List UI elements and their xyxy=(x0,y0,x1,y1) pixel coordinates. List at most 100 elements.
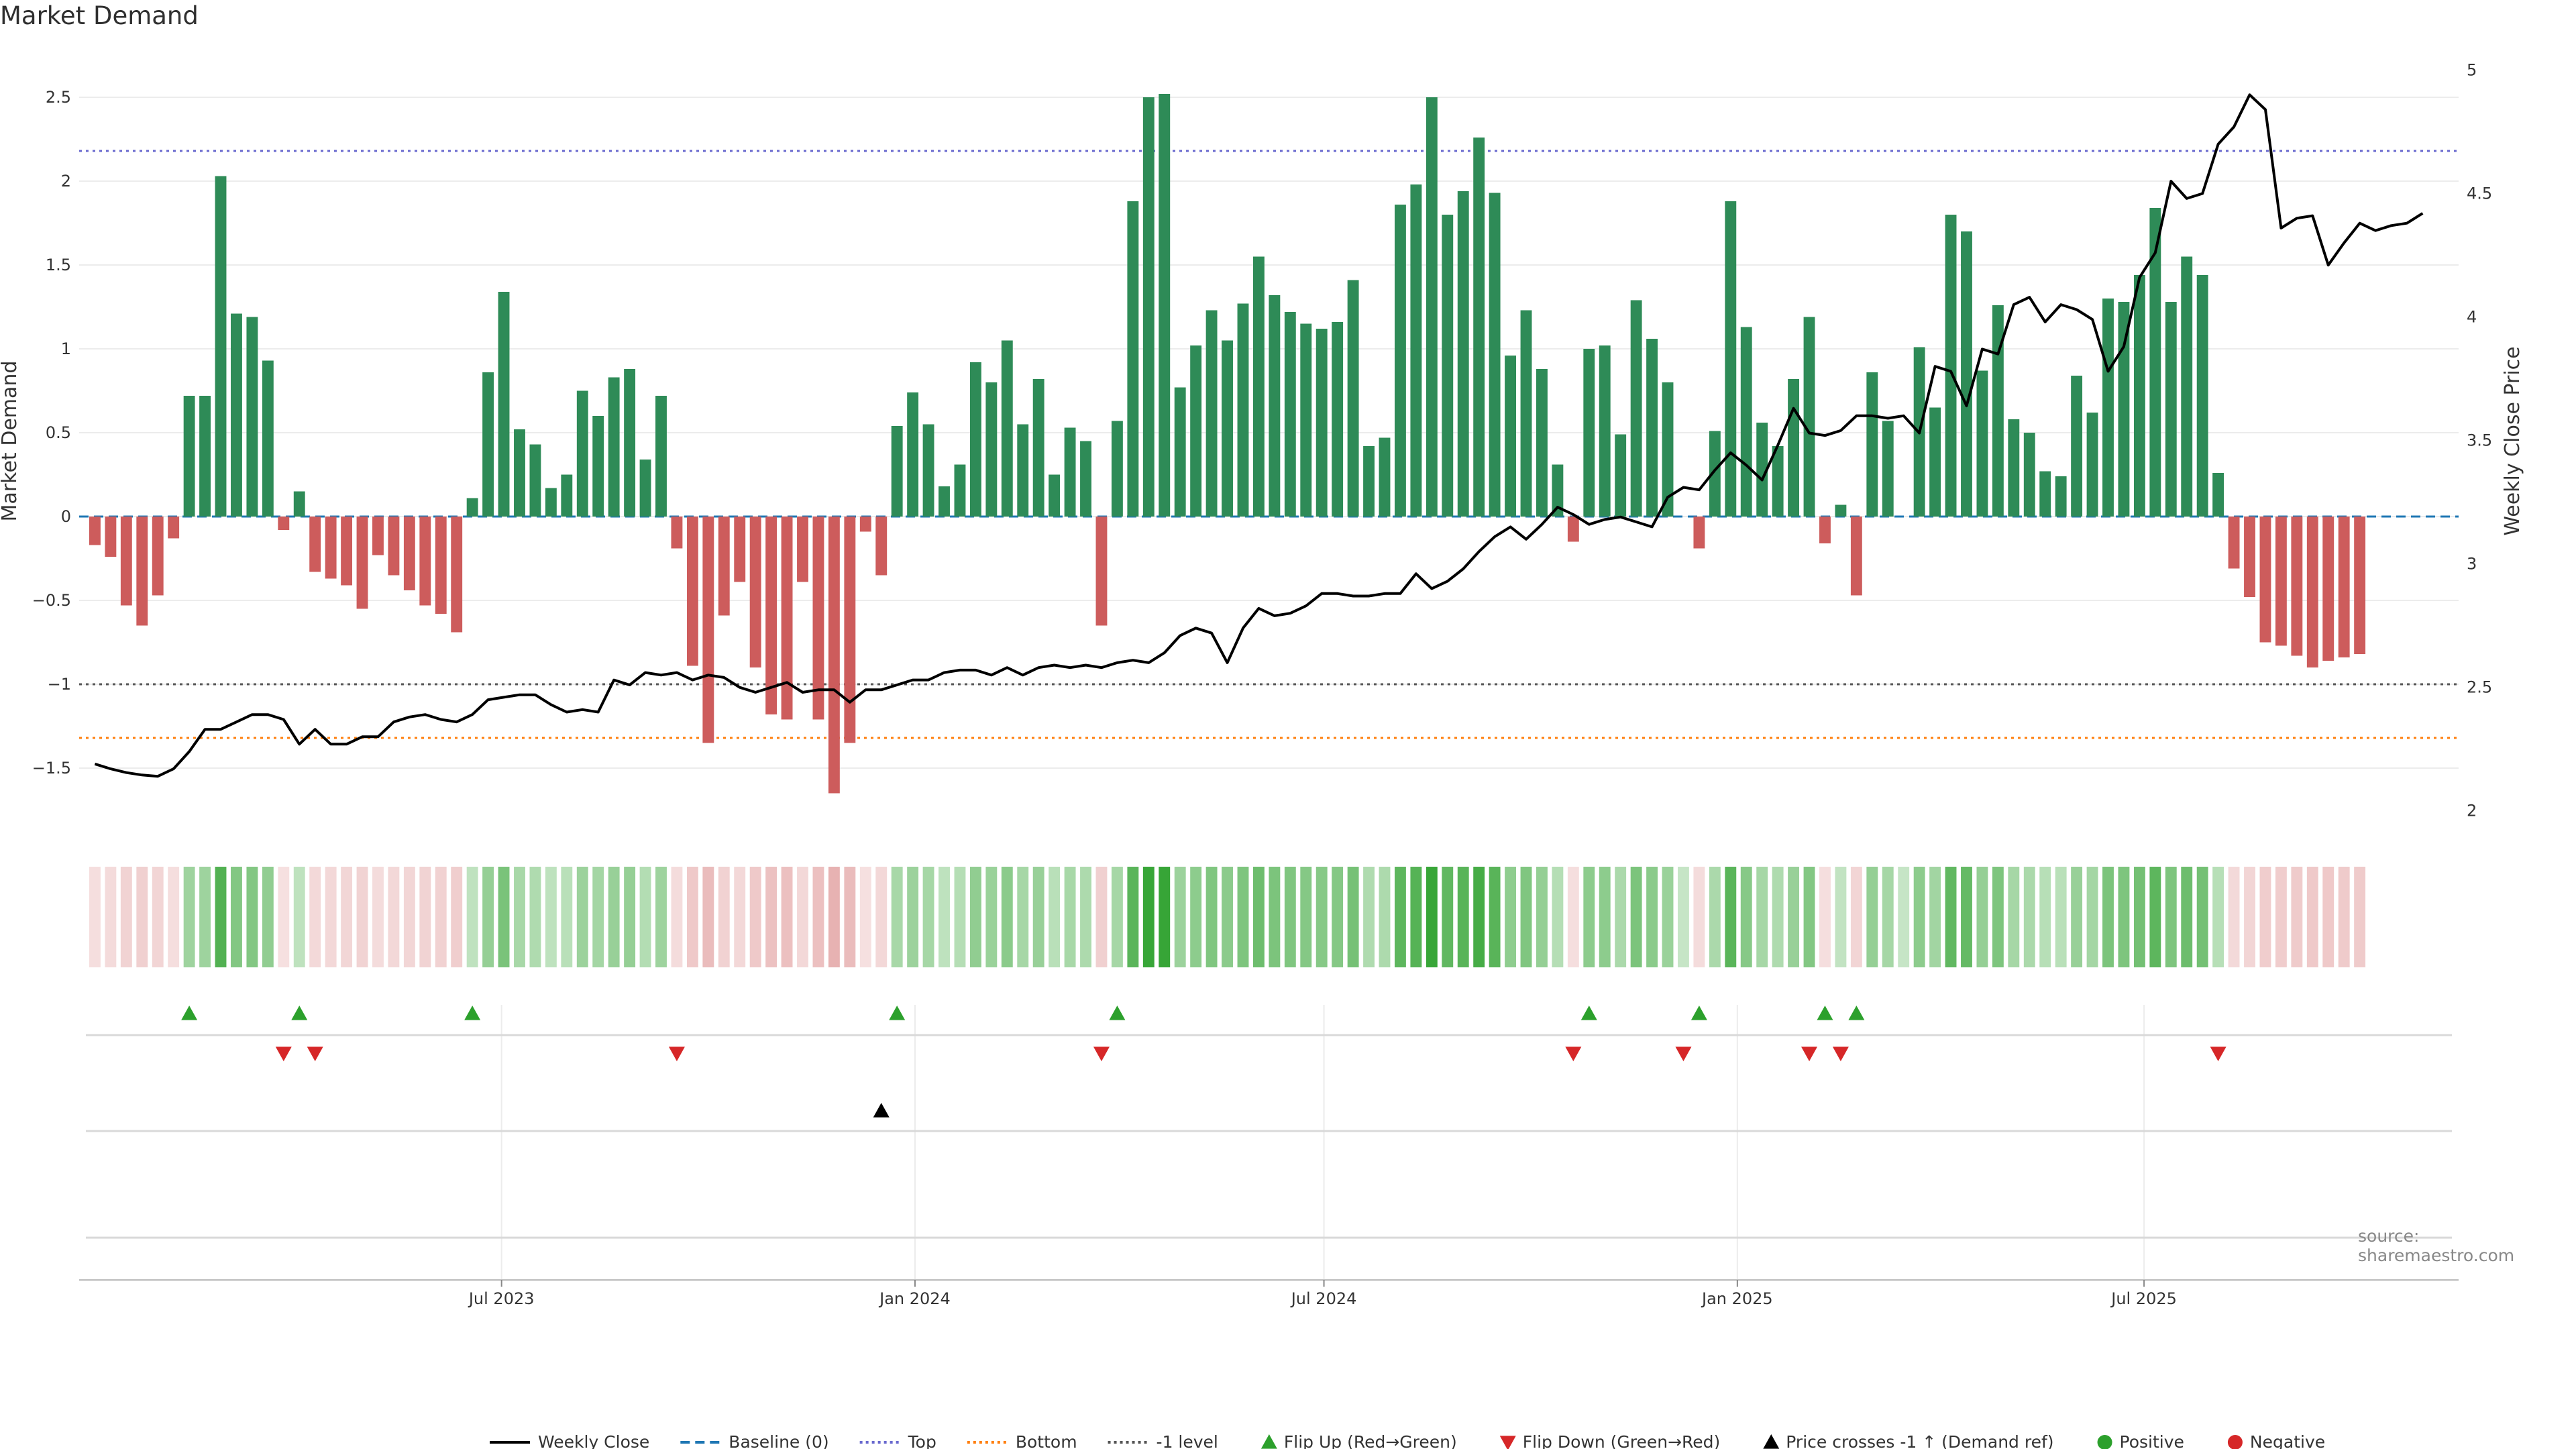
demand-bar-positive xyxy=(2039,471,2051,517)
demand-bar-negative xyxy=(781,517,793,720)
demand-bar-negative xyxy=(1567,517,1579,542)
strip-cell-positive xyxy=(2055,867,2067,967)
demand-bar-positive xyxy=(1866,372,1878,517)
strip-cell-negative xyxy=(1095,867,1108,967)
strip-cell-positive xyxy=(1788,867,1800,967)
demand-bar-positive xyxy=(1332,322,1344,517)
y-tick-label: 2.5 xyxy=(46,88,71,107)
demand-bar-negative xyxy=(168,517,180,539)
strip-cell-negative xyxy=(309,867,321,967)
strip-cell-positive xyxy=(2118,867,2130,967)
strip-cell-positive xyxy=(1284,867,1296,967)
demand-bar-positive xyxy=(639,460,651,517)
source-note: source: sharemaestro.com xyxy=(2358,1226,2515,1265)
strip-cell-positive xyxy=(1064,867,1076,967)
demand-bar-negative xyxy=(718,517,730,616)
demand-bar-positive xyxy=(1269,295,1281,517)
strip-cell-negative xyxy=(388,867,400,967)
strip-cell-positive xyxy=(1882,867,1894,967)
y2-tick-label: 3.5 xyxy=(2467,431,2492,450)
strip-cell-positive xyxy=(466,867,478,967)
y-tick-label: 0 xyxy=(61,507,71,526)
strip-cell-negative xyxy=(812,867,824,967)
strip-cell-positive xyxy=(2181,867,2193,967)
demand-bar-negative xyxy=(859,517,871,532)
demand-bar-positive xyxy=(466,498,478,517)
demand-bar-negative xyxy=(1095,517,1108,626)
demand-bar-positive xyxy=(2086,413,2098,517)
demand-bar-negative xyxy=(372,517,384,555)
strip-cell-positive xyxy=(561,867,573,967)
demand-bar-positive xyxy=(1709,431,1721,517)
legend-label-top: Top xyxy=(908,1432,936,1449)
demand-bar-negative xyxy=(765,517,777,714)
strip-cell-negative xyxy=(718,867,730,967)
demand-bar-positive xyxy=(1725,201,1737,517)
strip-cell-positive xyxy=(624,867,636,967)
demand-bar-negative xyxy=(2275,517,2287,646)
demand-bar-negative xyxy=(2259,517,2271,643)
demand-bar-positive xyxy=(1961,231,1972,517)
strip-cell-positive xyxy=(2039,867,2051,967)
demand-bar-negative xyxy=(2244,517,2255,597)
demand-bar-positive xyxy=(1001,340,1013,517)
strip-cell-negative xyxy=(2338,867,2350,967)
strip-cell-negative xyxy=(765,867,777,967)
strip-cell-negative xyxy=(2306,867,2318,967)
demand-bar-positive xyxy=(1992,305,2004,517)
demand-bar-positive xyxy=(2023,433,2035,517)
strip-cell-negative xyxy=(89,867,101,967)
y-axis-title: Market Demand xyxy=(0,361,21,522)
demand-bar-positive xyxy=(969,362,981,517)
flip-up-marker xyxy=(889,1006,906,1020)
demand-bar-negative xyxy=(844,517,856,743)
demand-bar-positive xyxy=(2212,473,2224,517)
demand-bar-positive xyxy=(1032,379,1044,517)
strip-cell-positive xyxy=(2149,867,2161,967)
demand-bar-positive xyxy=(938,486,950,517)
demand-bar-negative xyxy=(309,517,321,572)
legend-label-baseline: Baseline (0) xyxy=(729,1432,828,1449)
strip-cell-positive xyxy=(2023,867,2035,967)
strip-cell-positive xyxy=(2133,867,2145,967)
strip-cell-positive xyxy=(1332,867,1344,967)
demand-bar-negative xyxy=(797,517,808,582)
strip-cell-positive xyxy=(1032,867,1044,967)
strip-cell-negative xyxy=(105,867,117,967)
demand-bar-positive xyxy=(1615,434,1627,517)
demand-bar-positive xyxy=(1410,184,1422,517)
y2-tick-label: 2.5 xyxy=(2467,678,2492,697)
demand-bar-negative xyxy=(702,517,714,743)
flip-down-marker xyxy=(1565,1046,1582,1061)
strip-cell-positive xyxy=(1866,867,1878,967)
strip-cell-positive xyxy=(1803,867,1815,967)
strip-cell-positive xyxy=(1646,867,1658,967)
strip-cell-positive xyxy=(1552,867,1564,967)
demand-bar-negative xyxy=(1693,517,1705,549)
strip-cell-positive xyxy=(2102,867,2114,967)
demand-bar-negative xyxy=(403,517,415,590)
strip-cell-positive xyxy=(592,867,604,967)
strip-cell-positive xyxy=(1316,867,1328,967)
y-tick-label: 1 xyxy=(61,339,71,358)
strip-cell-positive xyxy=(1222,867,1233,967)
strip-cell-positive xyxy=(1237,867,1249,967)
strip-cell-positive xyxy=(1505,867,1516,967)
demand-bar-negative xyxy=(2228,517,2240,569)
demand-bar-positive xyxy=(1252,256,1265,517)
demand-bar-positive xyxy=(1442,215,1454,517)
demand-bar-positive xyxy=(1237,303,1249,517)
demand-bar-negative xyxy=(419,517,431,606)
y-tick-label: 0.5 xyxy=(46,423,71,442)
x-tick-label: Jul 2023 xyxy=(468,1289,535,1308)
y2-tick-label: 4.5 xyxy=(2467,184,2492,203)
strip-cell-positive xyxy=(1929,867,1941,967)
demand-bar-positive xyxy=(2118,302,2130,517)
strip-cell-positive xyxy=(1913,867,1925,967)
legend-marker-price_cross xyxy=(1763,1434,1780,1449)
flip-down-marker xyxy=(1093,1046,1110,1061)
strip-cell-positive xyxy=(1142,867,1155,967)
legend-label-flip_up: Flip Up (Red→Green) xyxy=(1284,1432,1457,1449)
strip-cell-positive xyxy=(2212,867,2224,967)
